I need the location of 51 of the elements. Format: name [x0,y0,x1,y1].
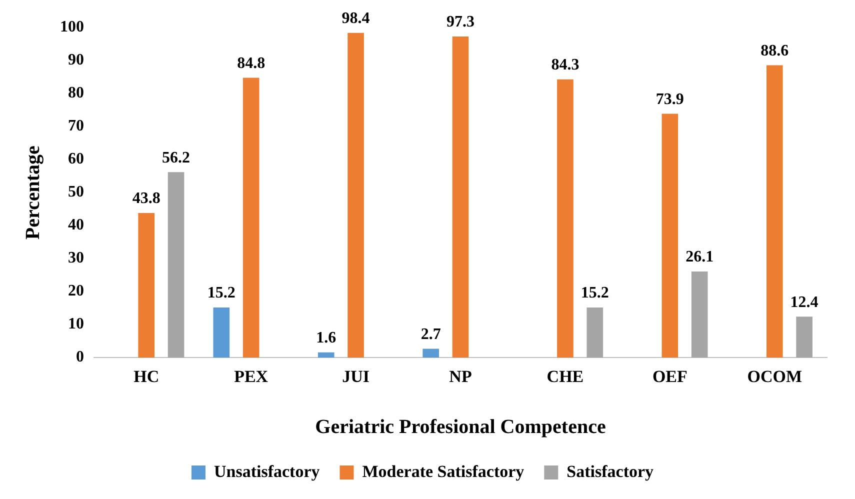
y-tick-label: 70 [68,118,84,135]
x-axis-title: Geriatric Profesional Competence [315,416,606,438]
x-tick-label: OEF [652,367,688,386]
bar [766,65,783,358]
y-tick-label: 0 [76,348,84,366]
bar [348,32,364,358]
y-tick-label: 20 [68,282,84,300]
bar [318,352,334,358]
data-label: 98.4 [342,10,370,28]
x-tick-label: NP [449,367,472,386]
y-tick-label: 90 [68,52,84,69]
y-tick-label: 100 [60,18,84,36]
bar [586,307,604,358]
x-tick-label: CHE [546,367,584,386]
x-tick-label: PEX [234,367,269,386]
y-tick-label: 60 [68,150,84,168]
x-tick-label: OCOM [747,367,802,386]
data-label: 97.3 [446,14,474,31]
data-label: 15.2 [580,284,609,302]
data-label: 84.3 [551,56,580,74]
bar [168,172,184,358]
bar [422,348,439,358]
y-tick-label: 30 [68,250,84,267]
data-label: 1.6 [316,329,336,346]
data-label: 88.6 [760,42,789,60]
bar [213,307,230,358]
data-label: 2.7 [420,326,441,343]
x-tick-label: HC [134,367,160,386]
data-label: 56.2 [162,149,190,166]
data-label: 15.2 [207,284,236,302]
data-label: 26.1 [686,248,714,266]
data-label: 73.9 [656,90,684,108]
bar [452,36,469,358]
data-label: 84.8 [237,54,266,72]
legend-label: Unsatisfactory [214,462,320,481]
bar [557,79,574,358]
bar [242,78,260,358]
data-label: 43.8 [132,190,160,208]
y-tick-label: 50 [68,184,84,201]
x-tick-label: JUI [342,367,370,386]
data-label: 12.4 [790,294,818,311]
y-tick-label: 40 [68,216,84,234]
bar [796,316,812,358]
y-axis-title: Percentage [22,145,44,240]
legend-label: Satisfactory [566,462,654,481]
bar [691,271,708,358]
legend-label: Moderate Satisfactory [362,462,525,481]
y-tick-label: 80 [68,84,84,102]
bar [138,213,155,358]
bar [662,114,678,358]
y-tick-label: 10 [68,316,84,333]
